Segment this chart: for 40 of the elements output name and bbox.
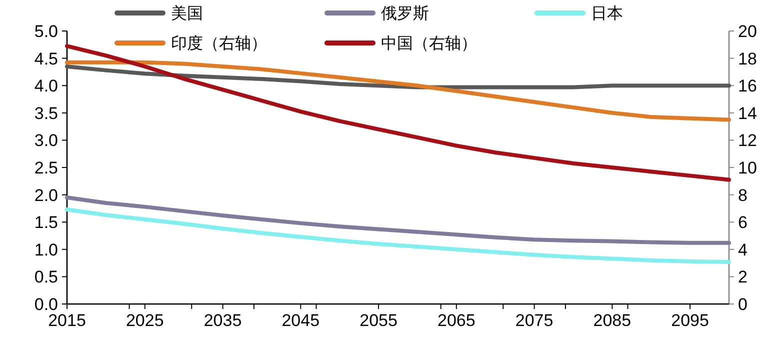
y2-tick-label: 8 <box>738 186 748 205</box>
x-tick-label: 2025 <box>126 311 164 330</box>
y2-tick-label: 0 <box>738 294 748 314</box>
line-series <box>65 196 731 245</box>
y2-tick-label: 4 <box>738 240 748 260</box>
x-tick-label: 2095 <box>671 311 709 330</box>
y-tick-label: 1.0 <box>34 240 58 260</box>
y-tick-label: 2.5 <box>34 158 58 178</box>
x-tick-label: 2085 <box>593 311 632 330</box>
x-tick-label: 2045 <box>282 311 320 330</box>
y2-tick-label: 12 <box>738 131 757 150</box>
y-tick-label: 4.0 <box>34 76 58 96</box>
x-tick-label: 2075 <box>515 311 554 330</box>
y-tick-label: 0.5 <box>34 268 58 287</box>
y2-tick-label: 18 <box>738 49 757 68</box>
x-tick-label: 2055 <box>360 311 398 330</box>
y-tick-label: 4.5 <box>34 49 58 68</box>
line-series <box>65 64 731 90</box>
y-tick-label: 3.0 <box>34 131 58 150</box>
legend-label: 印度（右轴） <box>171 34 267 53</box>
y-tick-label: 5.0 <box>34 22 58 41</box>
line-series <box>65 60 731 122</box>
legend-label: 日本 <box>591 4 623 23</box>
x-tick-label: 2015 <box>48 311 86 330</box>
x-tick-label: 2035 <box>204 311 242 330</box>
line-series <box>65 208 731 264</box>
y-tick-label: 2.0 <box>34 186 58 205</box>
y-tick-label: 1.5 <box>34 213 58 232</box>
y2-tick-label: 20 <box>738 22 757 41</box>
y2-tick-label: 10 <box>738 158 757 178</box>
legend-label: 中国（右轴） <box>381 34 477 53</box>
y2-tick-label: 16 <box>738 76 757 96</box>
y2-tick-label: 6 <box>738 213 748 232</box>
y2-tick-label: 2 <box>738 268 748 287</box>
x-tick-label: 2065 <box>438 311 476 330</box>
legend-label: 美国 <box>171 4 203 23</box>
y2-tick-label: 14 <box>738 104 757 123</box>
y-tick-label: 0.0 <box>34 294 58 314</box>
y-tick-label: 3.5 <box>34 104 58 123</box>
legend-label: 俄罗斯 <box>381 4 429 23</box>
